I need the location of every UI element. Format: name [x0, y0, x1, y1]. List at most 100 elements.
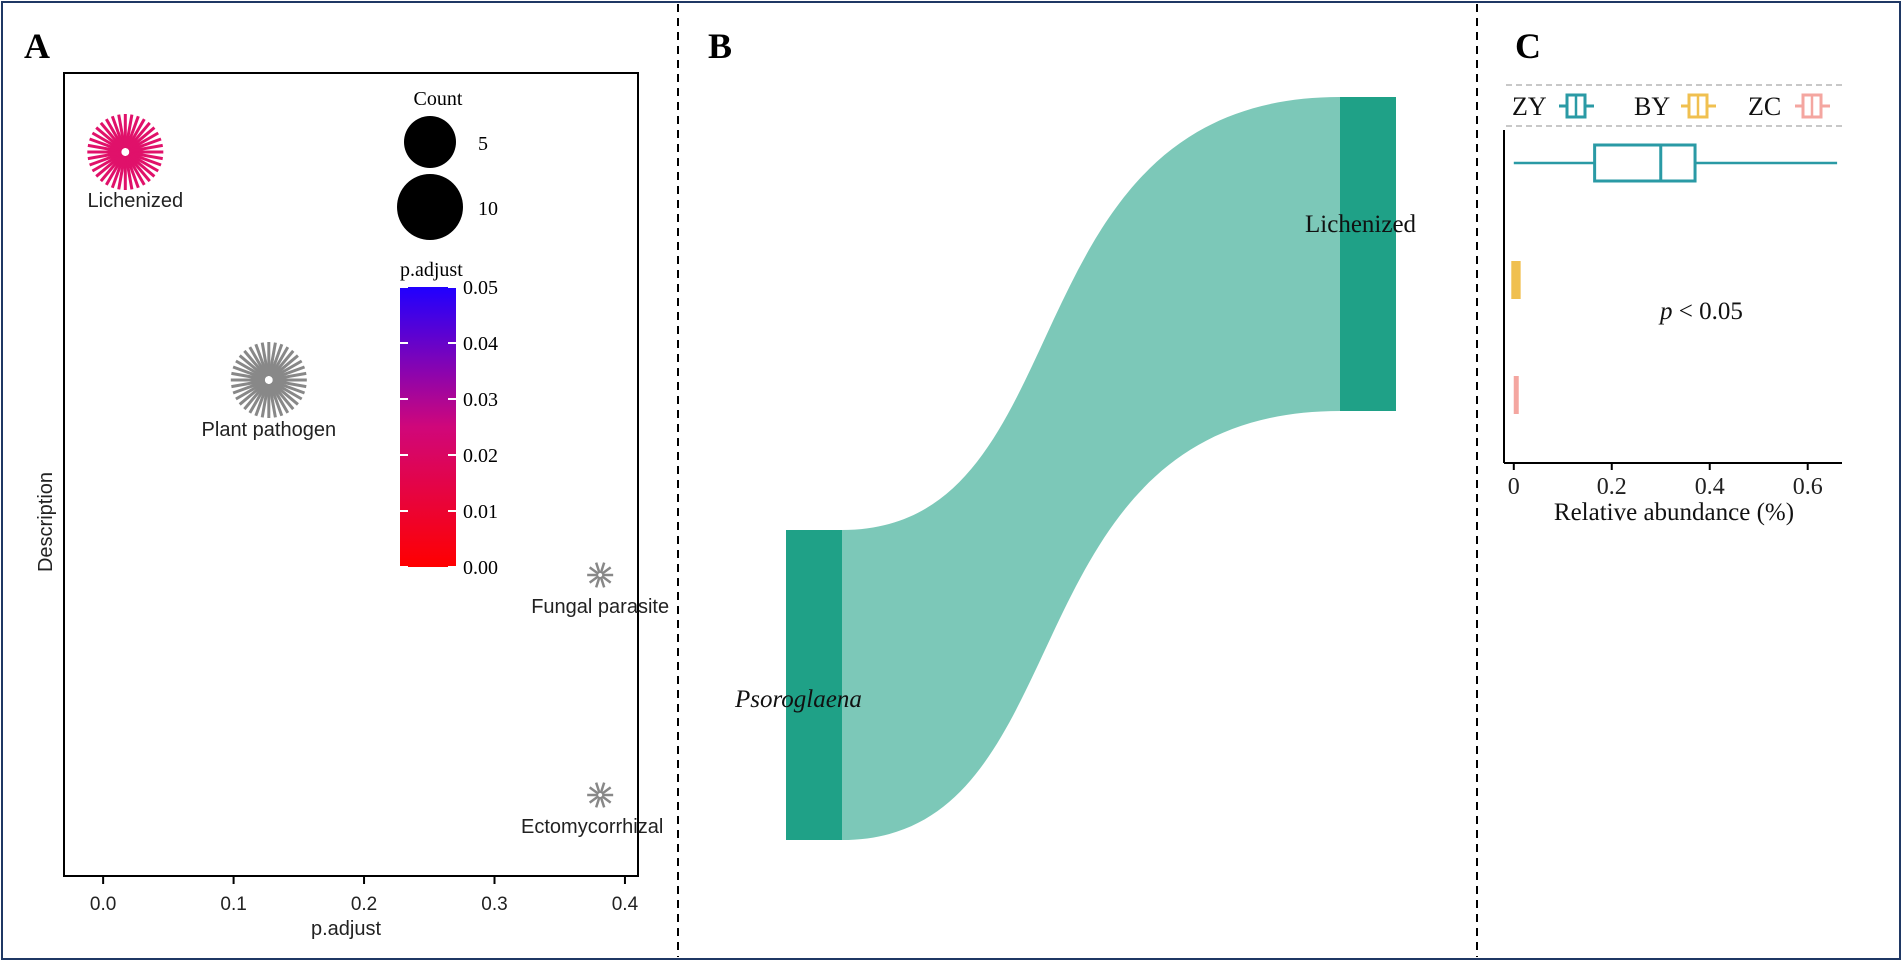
dot-ray — [95, 126, 124, 151]
count-legend: Count 5 10 — [397, 88, 498, 240]
dot-ray — [231, 379, 266, 389]
dot-ray — [601, 795, 612, 804]
panel-a-x-axis-title: p.adjust — [311, 918, 381, 940]
sankey-node-psoroglaena — [786, 530, 842, 840]
c-legend-label: ZC — [1748, 92, 1781, 121]
dot-label-ectomycorrhizal: Ectomycorrhizal — [521, 816, 663, 838]
dot-ray — [235, 359, 267, 380]
dot-ray — [272, 371, 307, 381]
panel-a-dotplot: A 0.0 0.1 0.2 0.3 0.4 p.adjust Description L… — [24, 26, 669, 940]
count-legend-title: Count — [414, 88, 463, 110]
dot-ray — [260, 383, 270, 418]
dot-ray — [272, 379, 306, 395]
dot-ray — [254, 383, 269, 417]
padjust-colorbar — [400, 287, 456, 567]
dot-ray — [117, 155, 127, 190]
count-legend-label-5: 5 — [478, 133, 488, 155]
dot-ray — [268, 343, 284, 377]
box-by — [1511, 261, 1521, 299]
colorbar-tick-label: 0.00 — [463, 557, 498, 579]
dot-ray — [126, 154, 151, 183]
colorbar-tick-label: 0.03 — [463, 389, 498, 411]
colorbar-tick-label: 0.01 — [463, 501, 498, 523]
dot-ray — [599, 782, 606, 794]
dot-ray — [128, 152, 159, 173]
c-x-axis-title: Relative abundance (%) — [1554, 499, 1794, 526]
dot-ray — [599, 562, 606, 574]
dot-ray — [232, 365, 266, 381]
padjust-legend: p.adjust 0.05 0.04 0.03 0.02 0.01 0.00 — [400, 259, 498, 579]
dot-ray — [599, 796, 606, 808]
c-x-tick-label: 0 — [1508, 474, 1520, 500]
dot-ray — [260, 342, 270, 377]
dot-ray — [128, 151, 163, 161]
dot-center — [121, 148, 129, 156]
dot-ray — [270, 381, 299, 406]
dot-label-lichenized: Lichenized — [88, 190, 184, 212]
count-legend-dot-10 — [397, 174, 463, 240]
box-iqr — [1593, 143, 1697, 183]
panel-a-x-tick-label: 0.2 — [351, 894, 377, 915]
dot-ray — [89, 151, 123, 167]
dot-ray — [269, 382, 290, 414]
panel-a-x-tick-label: 0.4 — [612, 894, 639, 915]
dot-ray — [269, 346, 290, 378]
c-pvalue-note: p < 0.05 — [1658, 298, 1743, 325]
dot-ray — [270, 354, 299, 379]
dot-ray — [128, 131, 159, 152]
dot-ray — [117, 114, 127, 149]
dot-ray — [105, 154, 125, 186]
dot-plant-pathogen — [230, 342, 307, 418]
dot-ray — [270, 382, 295, 411]
padjust-colorbar-ticks: 0.05 0.04 0.03 0.02 0.01 0.00 — [400, 277, 498, 579]
dot-ray — [243, 382, 268, 411]
sankey-label-lichenized: Lichenized — [1305, 211, 1417, 238]
dot-center — [265, 376, 273, 384]
dot-ray — [126, 118, 146, 150]
panel-b-label: B — [708, 26, 732, 66]
dot-ray — [128, 137, 162, 153]
panel-a-x-tick-label: 0.3 — [481, 894, 507, 915]
c-x-tick-label: 0.4 — [1695, 474, 1725, 500]
dot-ray — [127, 126, 156, 151]
dot-ray — [128, 143, 163, 153]
c-pvalue-italic: p — [1658, 298, 1673, 325]
dot-ray — [89, 137, 123, 153]
dot-ray — [126, 154, 146, 186]
box-iqr — [1511, 261, 1521, 299]
dot-ray — [127, 153, 156, 178]
dot-ray — [105, 118, 125, 150]
colorbar-tick-label: 0.05 — [463, 277, 498, 299]
dot-ray — [231, 371, 266, 381]
dot-ray — [270, 349, 295, 378]
dot-label-fungal-parasite: Fungal parasite — [531, 596, 669, 618]
dot-ray — [601, 566, 612, 575]
dot-fungal-parasite — [587, 562, 614, 588]
dot-ray — [594, 576, 601, 588]
box-iqr — [1513, 376, 1519, 414]
dot-ray — [125, 155, 140, 189]
dot-ray — [271, 380, 303, 401]
dot-ray — [599, 576, 606, 588]
dot-ray — [601, 786, 612, 795]
count-legend-label-10: 10 — [478, 198, 498, 220]
panel-c-boxplot: C ZY BY ZC 0 0.2 0.4 0.6 Relative abundance (… — [1503, 26, 1845, 526]
panel-a-label: A — [24, 26, 50, 66]
dot-ray — [238, 354, 267, 379]
c-x-tick-label: 0.2 — [1597, 474, 1627, 500]
dot-ray — [232, 379, 266, 395]
padjust-legend-title: p.adjust — [400, 259, 463, 281]
panel-a-points: Lichenized Plant pathogen Fungal parasite E… — [87, 114, 669, 838]
c-legend-label: ZY — [1512, 92, 1547, 121]
dot-ray — [268, 383, 284, 417]
panel-a-plot-area — [63, 72, 639, 877]
dot-ray — [87, 151, 122, 161]
dot-ray — [124, 155, 134, 190]
dot-ray — [125, 115, 140, 149]
dot-ray — [272, 365, 306, 381]
c-boxes — [1511, 143, 1838, 414]
sankey-link — [842, 97, 1340, 840]
dot-ray — [272, 379, 307, 389]
dot-ray — [238, 381, 267, 406]
